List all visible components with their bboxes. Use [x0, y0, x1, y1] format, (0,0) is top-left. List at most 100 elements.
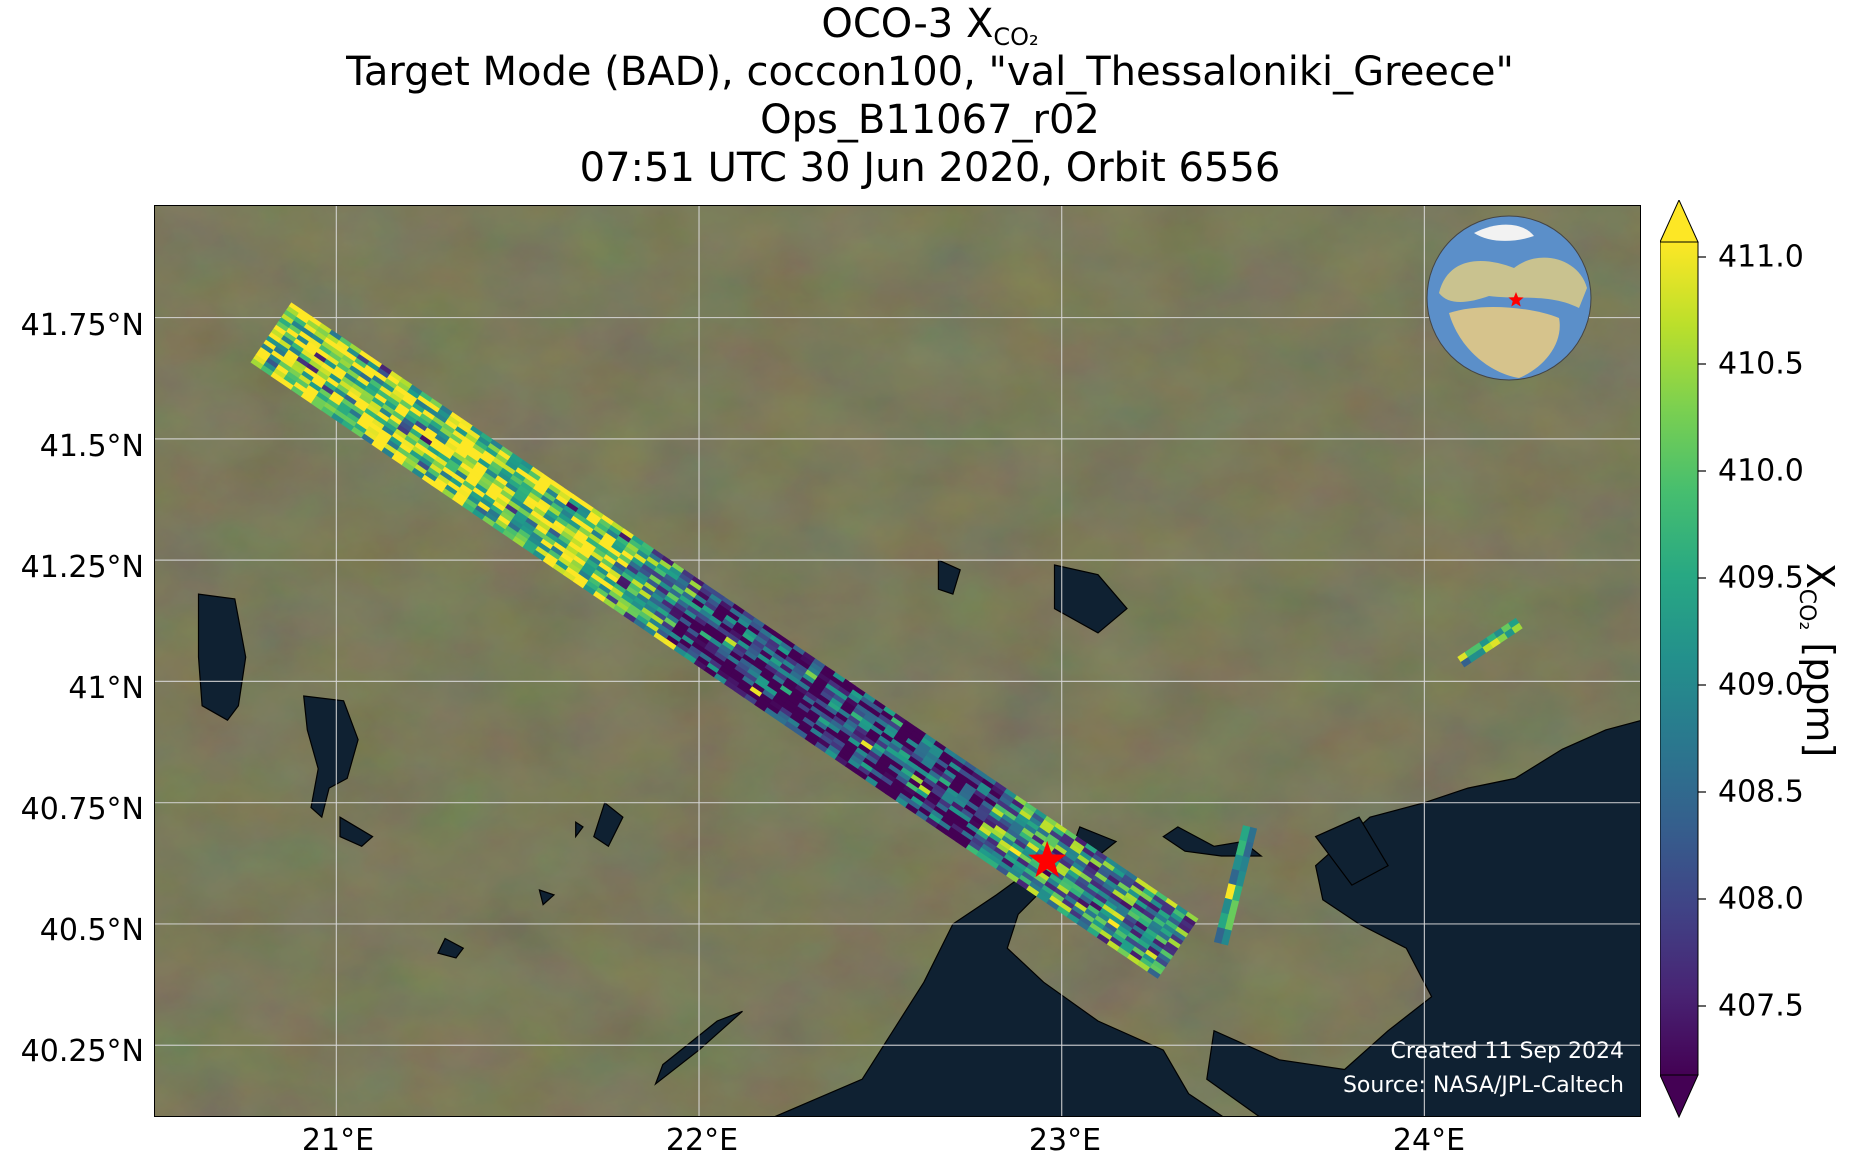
- swath-pixel: [887, 785, 902, 798]
- swath-pixel: [421, 474, 436, 486]
- swath-pixel: [882, 728, 897, 740]
- swath-pixel: [1041, 819, 1055, 831]
- swath-pixel: [444, 419, 458, 431]
- swath-pixel: [827, 744, 841, 756]
- swath-pixel: [457, 465, 471, 478]
- swath-pixel: [429, 398, 443, 410]
- swath-pixel: [1064, 829, 1078, 841]
- swath-pixel: [467, 451, 481, 463]
- swath-pixel: [590, 572, 604, 585]
- swath-pixel: [313, 373, 327, 386]
- swath-pixel: [749, 664, 763, 676]
- swath-pixel: [925, 773, 939, 785]
- swath-pixel: [522, 521, 536, 533]
- swath-pixel: [849, 754, 864, 766]
- swath-pixel: [386, 439, 400, 452]
- swath-pixel: [316, 348, 330, 360]
- swath-pixel: [794, 684, 808, 696]
- swath-pixel: [905, 737, 919, 750]
- swath-pixel: [444, 462, 458, 475]
- swath-pixel: [394, 406, 408, 419]
- swath-pixel: [459, 440, 474, 452]
- swath-pixel: [477, 457, 491, 470]
- swath-pixel: [789, 670, 803, 682]
- swath-pixel: [583, 518, 597, 531]
- swath-pixel: [802, 694, 816, 707]
- swath-pixel: [1046, 899, 1060, 911]
- swath-pixel: [570, 515, 584, 528]
- swath-pixel: [318, 366, 332, 378]
- swath-pixel: [520, 481, 534, 493]
- swath-pixel: [960, 829, 975, 842]
- swath-pixel: [673, 645, 688, 658]
- swath-pixel: [1137, 917, 1151, 929]
- swath-pixel: [683, 630, 698, 643]
- swath-pixel: [948, 783, 962, 795]
- swath-pixel: [595, 543, 610, 556]
- swath-pixel: [643, 560, 657, 572]
- swath-pixel: [832, 737, 846, 749]
- swath-pixel: [414, 442, 428, 454]
- swath-pixel: [457, 444, 471, 456]
- swath-pixel: [1071, 840, 1086, 852]
- swath-pixel: [374, 371, 388, 383]
- lat-tick-label: 41.75°N: [20, 308, 144, 343]
- swath-pixel: [1018, 809, 1033, 821]
- swath-pixel: [255, 350, 269, 363]
- swath-pixel: [686, 583, 700, 595]
- swath-pixel: [424, 427, 438, 439]
- satellite-map[interactable]: [155, 206, 1641, 1117]
- swath-pixel: [603, 532, 617, 544]
- swath-pixel: [618, 553, 632, 566]
- swath-pixel: [965, 779, 980, 791]
- swath-pixel: [532, 528, 547, 540]
- swath-pixel: [1152, 938, 1166, 950]
- swath-pixel: [1471, 642, 1484, 653]
- swath-pixel: [877, 778, 892, 791]
- swath-pixel: [1101, 925, 1116, 938]
- swath-pixel: [300, 370, 315, 383]
- swath-pixel: [1232, 854, 1243, 872]
- swath-pixel: [1079, 872, 1093, 884]
- swath-pixel: [857, 743, 871, 755]
- swath-pixel: [411, 424, 426, 436]
- swath-pixel: [1114, 885, 1128, 897]
- swath-pixel: [822, 730, 836, 742]
- swath-pixel: [1157, 930, 1171, 943]
- lon-tick-label: 24°E: [1392, 1123, 1466, 1158]
- swath-pixel: [585, 580, 599, 592]
- swath-pixel: [920, 780, 934, 793]
- swath-pixel: [648, 617, 662, 630]
- swath-pixel: [369, 357, 383, 369]
- swath-pixel: [862, 757, 876, 770]
- swath-pixel: [923, 733, 937, 745]
- map-panel[interactable]: Created 11 Sep 2024 Source: NASA/JPL-Cal…: [154, 205, 1641, 1117]
- swath-pixel: [1006, 849, 1020, 862]
- swath-pixel: [510, 496, 524, 508]
- map-title: OCO-3 XCO₂ Target Mode (BAD), coccon100,…: [0, 0, 1860, 192]
- swath-pixel: [520, 459, 534, 472]
- swath-pixel: [1061, 898, 1075, 910]
- swath-pixel: [1493, 627, 1505, 639]
- swath-pixel: [948, 805, 962, 817]
- swath-pixel: [1149, 920, 1164, 932]
- swath-pixel: [729, 607, 743, 619]
- swath-pixel: [809, 683, 824, 696]
- swath-pixel: [361, 411, 375, 424]
- swath-pixel: [860, 739, 874, 752]
- swath-pixel: [970, 815, 985, 827]
- swath-pixel: [1064, 872, 1078, 885]
- swath-pixel: [351, 404, 365, 417]
- swath-pixel: [545, 553, 559, 565]
- swath-pixel: [1028, 881, 1043, 893]
- swath-pixel: [1106, 896, 1121, 908]
- swath-pixel: [681, 612, 695, 625]
- swath-pixel: [960, 786, 975, 798]
- swath-pixel: [1021, 805, 1035, 818]
- swath-pixel: [1101, 882, 1116, 894]
- swath-pixel: [379, 429, 393, 441]
- swath-pixel: [736, 683, 750, 695]
- swath-pixel: [852, 685, 866, 698]
- swath-pixel: [928, 791, 942, 803]
- swath-pixel: [1059, 836, 1073, 849]
